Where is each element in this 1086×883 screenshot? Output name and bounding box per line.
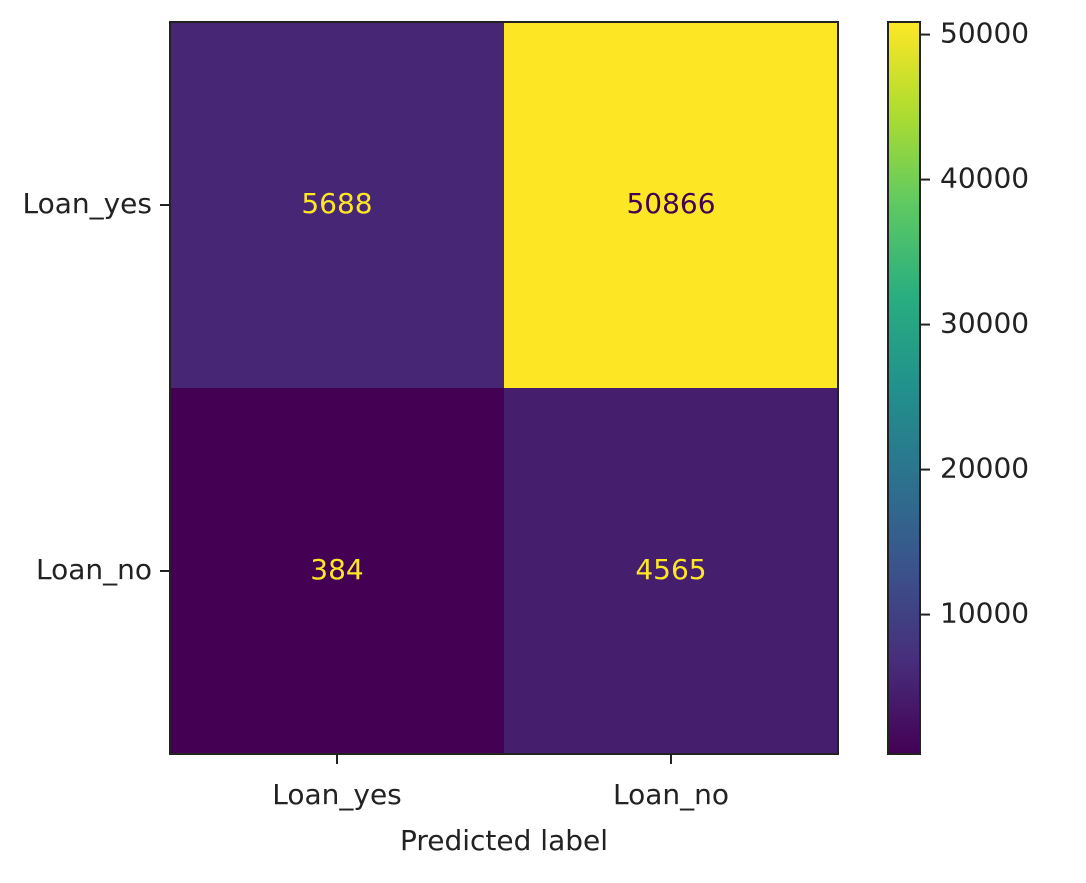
colorbar-tick-label: 10000	[940, 597, 1029, 630]
x-tick-label: Loan_yes	[272, 778, 402, 811]
cell-value-label: 384	[310, 553, 363, 586]
cell-value-label: 5688	[301, 187, 372, 220]
cell-value-label: 4565	[635, 553, 706, 586]
heatmap-cell	[170, 22, 505, 389]
y-tick-label: Loan_no	[36, 553, 152, 586]
colorbar-tick-label: 20000	[940, 452, 1029, 485]
x-axis-label: Predicted label	[400, 824, 608, 857]
x-tick-label: Loan_no	[613, 778, 729, 811]
colorbar	[887, 21, 921, 755]
plot-frame	[169, 21, 839, 755]
heatmap-cell	[504, 388, 839, 755]
colorbar-tick-label: 40000	[940, 162, 1029, 195]
y-tick-label: Loan_yes	[22, 187, 152, 220]
heatmap-cell	[170, 388, 505, 755]
colorbar-tick-label: 50000	[940, 17, 1029, 50]
heatmap-cell	[504, 22, 839, 389]
cell-value-label: 50866	[626, 187, 715, 220]
colorbar-tick-label: 30000	[940, 307, 1029, 340]
